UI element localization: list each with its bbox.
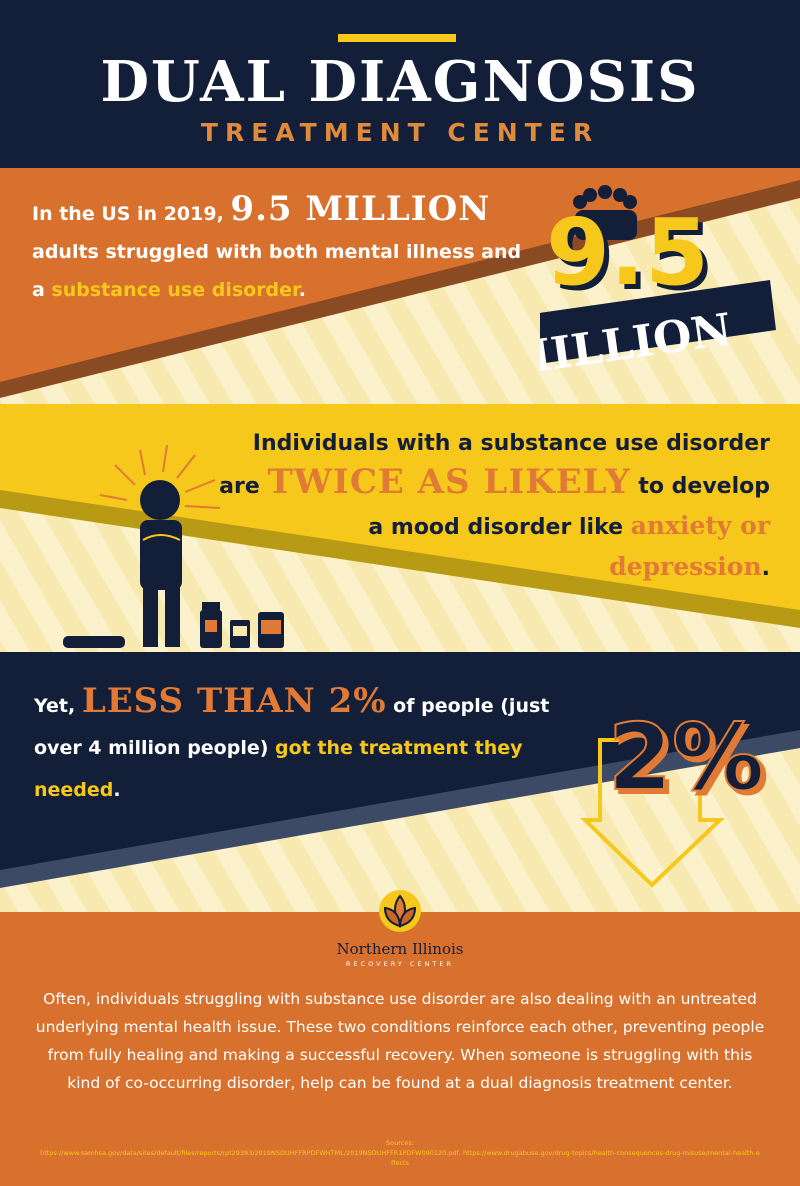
graphic-number: 2% — [608, 704, 764, 811]
million-graphic: 9.5 MILLION — [540, 185, 776, 380]
sources-links[interactable]: https://www.samhsa.gov/data/sites/defaul… — [40, 1149, 760, 1167]
sources-label: Sources: — [386, 1139, 414, 1147]
sources: Sources: https://www.samhsa.gov/data/sit… — [40, 1138, 760, 1168]
logo-name: Northern Illinois — [336, 940, 464, 958]
stat3-text: Yet, LESS THAN 2% of people (just over 4… — [34, 681, 550, 801]
stat2-text: Individuals with a substance use disorde… — [219, 431, 770, 581]
logo: Northern Illinois RECOVERY CENTER — [0, 888, 800, 968]
lotus-logo-icon — [379, 890, 421, 932]
crowd-icon — [573, 185, 637, 240]
down-arrow-icon — [580, 738, 725, 888]
graphic-number: 9.5 — [546, 199, 709, 306]
stat1-text: In the US in 2019, 9.5 MILLION adults str… — [32, 189, 522, 301]
body-text: Often, individuals struggling with subst… — [35, 990, 765, 1092]
down-arrow-graphic: 2% — [580, 703, 765, 888]
page-title: DUAL DIAGNOSIS — [100, 49, 700, 115]
logo-tagline: RECOVERY CENTER — [346, 960, 454, 968]
stressed-person-with-pills-icon — [63, 444, 284, 648]
page-subtitle: TREATMENT CENTER — [200, 118, 600, 147]
